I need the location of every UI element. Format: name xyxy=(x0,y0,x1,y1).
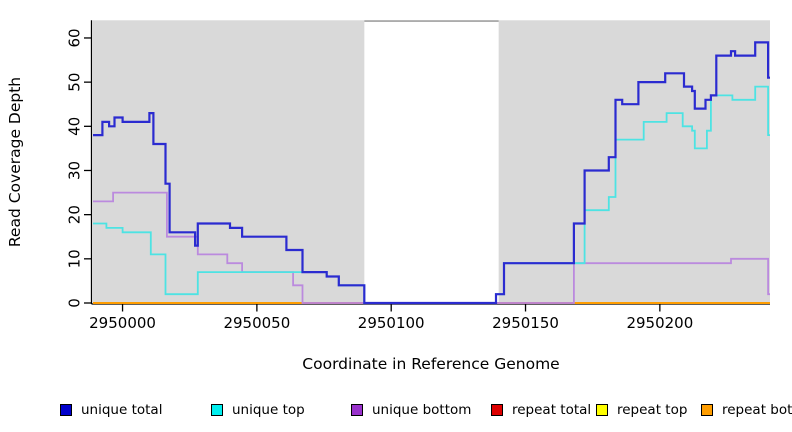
legend-label: repeat total xyxy=(512,402,592,418)
x-tick-label: 2950200 xyxy=(626,314,693,332)
y-tick-label: 60 xyxy=(65,28,83,47)
legend-label: repeat top xyxy=(617,402,688,418)
plot-area xyxy=(93,20,770,304)
chart-legend: unique total unique top unique bottom repea… xyxy=(0,400,792,424)
x-tick-label: 2950100 xyxy=(358,314,425,332)
y-axis-title: Read Coverage Depth xyxy=(6,77,24,247)
legend-label: unique bottom xyxy=(372,402,472,418)
y-tick-label: 50 xyxy=(65,73,83,92)
legend-item-repeat-top: repeat top xyxy=(596,400,687,420)
legend-item-unique-bottom: unique bottom xyxy=(351,400,471,420)
legend-item-repeat-bottom: repeat bottom xyxy=(701,400,792,420)
y-tick-label: 10 xyxy=(65,249,83,268)
x-tick-label: 2950050 xyxy=(223,314,290,332)
y-tick-label: 40 xyxy=(65,117,83,136)
legend-item-unique-top: unique top xyxy=(211,400,305,420)
legend-swatch-repeat-bottom xyxy=(701,404,713,416)
y-tick-label: 0 xyxy=(65,298,83,308)
x-tick-label: 2950150 xyxy=(492,314,559,332)
series-lines xyxy=(93,41,770,305)
legend-swatch-unique-bottom xyxy=(351,404,363,416)
legend-swatch-unique-total xyxy=(60,404,72,416)
series-unique-top-line xyxy=(93,85,770,304)
x-axis-title: Coordinate in Reference Genome xyxy=(302,355,559,373)
series-unique-total-line xyxy=(93,41,770,305)
legend-swatch-repeat-total xyxy=(491,404,503,416)
legend-swatch-repeat-top xyxy=(596,404,608,416)
coverage-chart: 2950000 2950050 2950100 2950150 2950200 0 10 20… xyxy=(6,20,770,373)
tick-labels: 2950000 2950050 2950100 2950150 2950200 0 10 20… xyxy=(65,28,693,332)
legend-label: repeat bottom xyxy=(722,402,792,418)
legend-label: unique total xyxy=(81,402,163,418)
legend-swatch-unique-top xyxy=(211,404,223,416)
gap-region xyxy=(364,20,499,304)
y-tick-label: 30 xyxy=(65,161,83,180)
legend-item-repeat-total: repeat total xyxy=(491,400,591,420)
y-tick-label: 20 xyxy=(65,205,83,224)
x-tick-label: 2950000 xyxy=(89,314,156,332)
legend-label: unique top xyxy=(232,402,305,418)
legend-item-unique-total: unique total xyxy=(60,400,162,420)
